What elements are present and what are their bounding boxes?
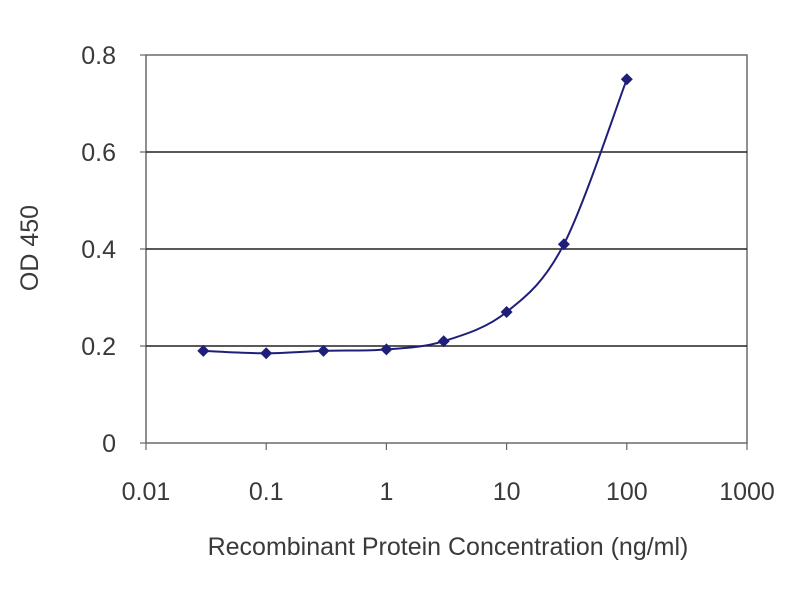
y-tick-label-1: 0.2 [81, 333, 116, 361]
data-point-1 [260, 347, 273, 360]
x-tick-label-1: 0.1 [249, 478, 284, 506]
data-point-3 [380, 343, 393, 356]
x-tick-label-2: 1 [379, 478, 393, 506]
data-point-2 [317, 344, 330, 357]
x-tick-label-0: 0.01 [122, 478, 171, 506]
y-tick-label-0: 0 [102, 430, 116, 458]
y-tick-label-4: 0.8 [81, 42, 116, 70]
x-tick-label-3: 10 [493, 478, 521, 506]
data-point-4 [437, 335, 450, 348]
y-axis-title: OD 450 [16, 205, 44, 291]
data-point-6 [557, 238, 570, 251]
x-axis-title: Recombinant Protein Concentration (ng/ml… [208, 533, 689, 561]
data-point-7 [620, 73, 633, 86]
data-point-0 [197, 344, 210, 357]
data-point-5 [500, 306, 513, 318]
x-tick-label-5: 1000 [719, 478, 775, 506]
y-tick-label-3: 0.6 [81, 139, 116, 167]
y-tick-label-2: 0.4 [81, 236, 116, 264]
x-tick-label-4: 100 [606, 478, 648, 506]
